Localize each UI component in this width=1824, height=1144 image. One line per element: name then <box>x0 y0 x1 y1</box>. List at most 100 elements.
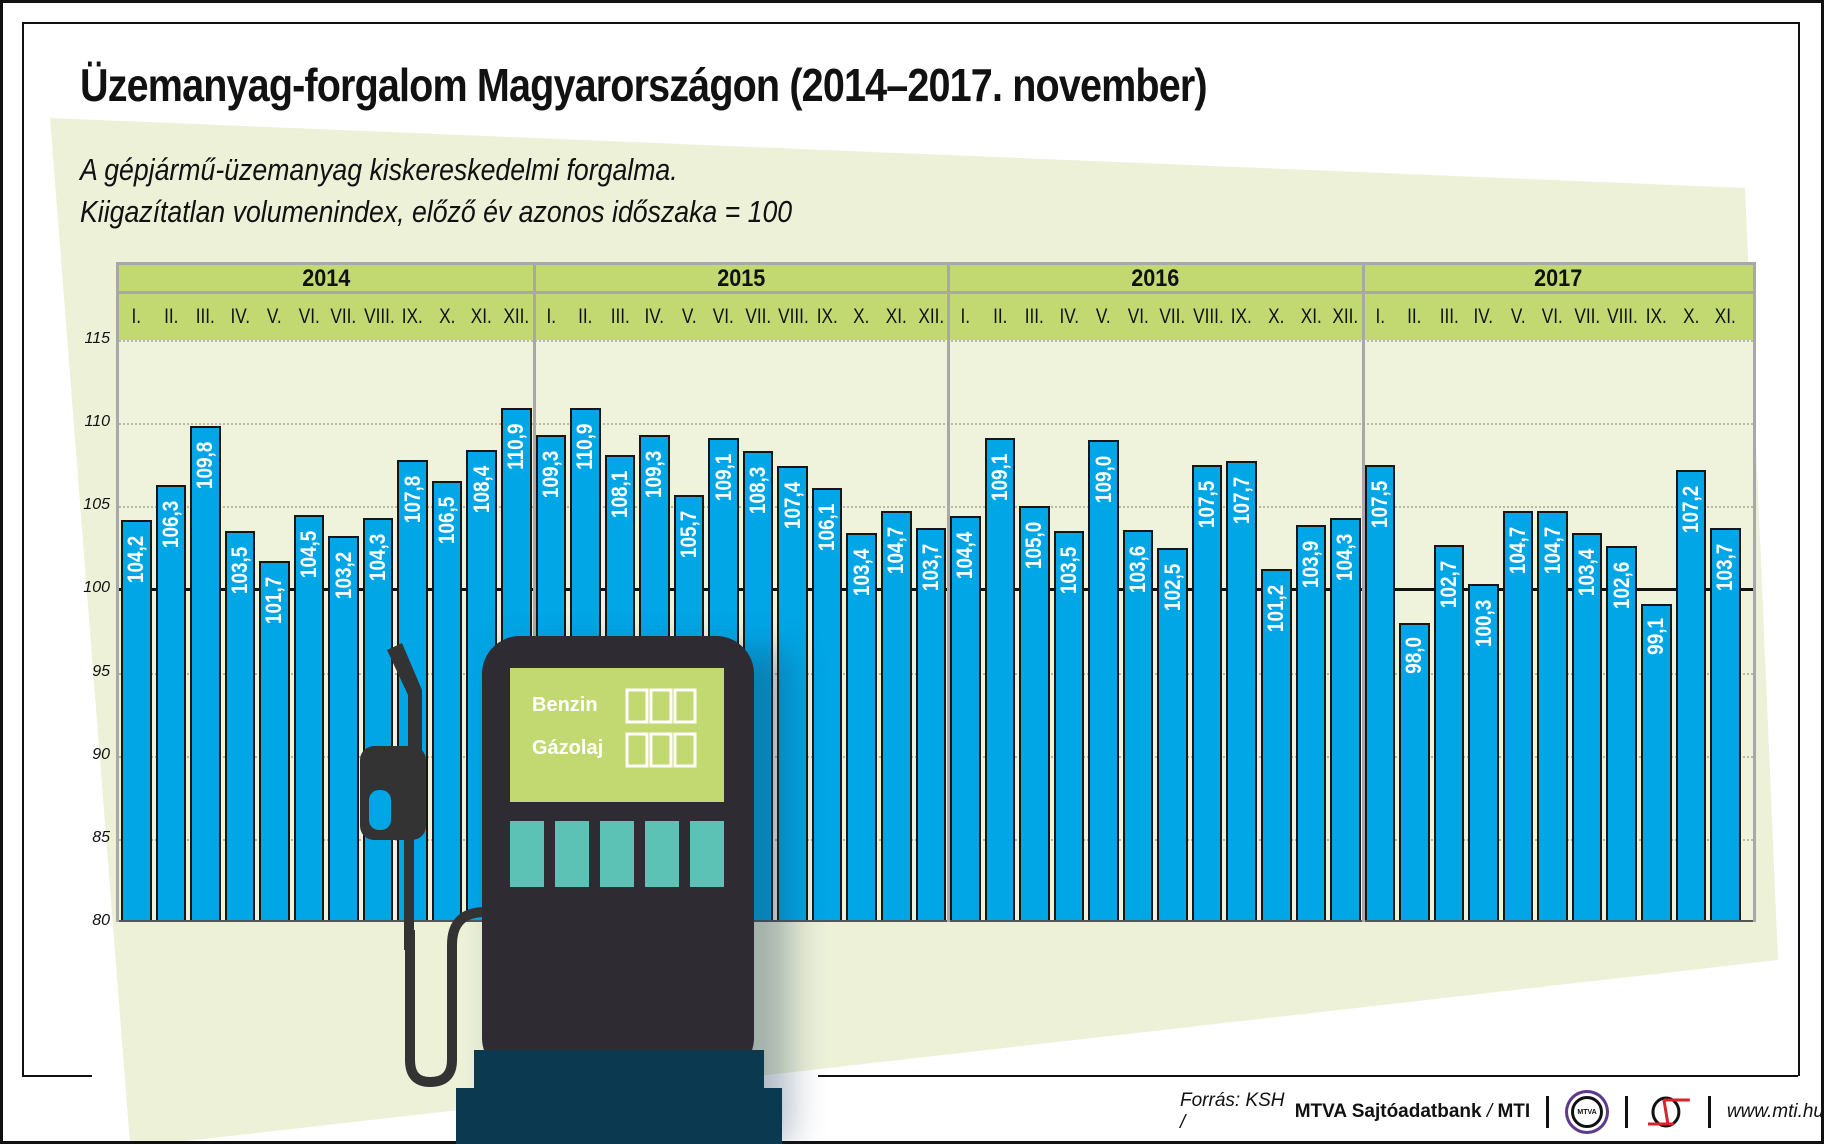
bar: 103,7 <box>1710 527 1741 922</box>
month-label: XII. <box>917 305 944 328</box>
bar: 103,7 <box>915 527 947 922</box>
month-label: I. <box>131 305 142 328</box>
bar: 101,7 <box>259 561 290 922</box>
month-label: XI. <box>1300 305 1322 328</box>
bar-value-label: 104,7 <box>1505 526 1531 575</box>
bar: 104,3 <box>1330 517 1361 922</box>
bar: 107,2 <box>1675 469 1707 922</box>
y-tick-label: 90 <box>92 745 110 763</box>
bar-value-label: 108,1 <box>606 470 632 518</box>
mtva-logo-text: MTVA <box>1571 1096 1604 1128</box>
year-label: 2017 <box>1533 265 1582 292</box>
month-label: XII. <box>503 305 530 328</box>
y-tick-label: 85 <box>92 828 110 846</box>
bar-value-label: 104,7 <box>883 526 909 575</box>
bar: 103,4 <box>846 532 877 922</box>
source-prefix: Forrás: KSH / <box>1180 1090 1285 1133</box>
bar-value-label: 103,5 <box>1055 546 1081 595</box>
month-label: X. <box>1682 305 1699 328</box>
bar-value-label: 103,4 <box>848 548 874 596</box>
month-label: IX. <box>402 305 424 328</box>
bar-value-label: 109,3 <box>537 450 563 498</box>
month-label: V. <box>1096 305 1111 328</box>
bar: 106,1 <box>811 487 843 922</box>
month-label: VI. <box>712 305 735 328</box>
month-label: X. <box>853 305 870 328</box>
source-mti: MTI <box>1497 1101 1531 1122</box>
month-label: XI. <box>885 305 907 328</box>
bar-value-label: 100,3 <box>1470 600 1496 648</box>
month-label: IV. <box>1059 305 1079 328</box>
footer-divider <box>1625 1096 1629 1128</box>
month-label: IV. <box>1473 305 1494 328</box>
bar: 109,8 <box>190 426 221 922</box>
bar-value-label: 103,9 <box>1297 540 1323 588</box>
bar-value-label: 107,2 <box>1677 485 1703 533</box>
month-label: V. <box>681 305 697 328</box>
month-label: IX. <box>1645 305 1667 328</box>
y-tick-label: 110 <box>84 413 110 431</box>
month-label: V. <box>267 305 282 328</box>
bar-value-label: 104,2 <box>123 535 149 583</box>
bar: 103,2 <box>328 536 359 922</box>
bar-value-label: 108,4 <box>468 465 494 513</box>
year-header-row: 2014 2015 2016 2017 <box>116 262 1756 294</box>
month-label: II. <box>578 305 593 328</box>
bar: 101,2 <box>1261 569 1292 922</box>
bar-value-label: 109,8 <box>192 442 218 490</box>
bar: 109,1 <box>708 438 739 922</box>
bar-value-label: 109,0 <box>1090 455 1116 503</box>
month-label: XI. <box>1714 305 1736 328</box>
bar: 107,4 <box>777 466 808 922</box>
bar-value-label: 104,7 <box>1539 526 1565 575</box>
month-label: VI. <box>1542 305 1564 328</box>
bar: 103,9 <box>1295 524 1327 922</box>
pump-label-diesel: Gázolaj <box>532 737 604 759</box>
bar: 104,7 <box>1502 511 1534 922</box>
bar: 107,8 <box>397 459 428 922</box>
bar-value-label: 104,5 <box>295 530 321 578</box>
bar: 105,7 <box>673 494 705 922</box>
month-label: II. <box>992 305 1008 328</box>
year-label: 2014 <box>302 265 351 292</box>
bar-value-label: 106,3 <box>157 500 183 548</box>
bar-value-label: 105,7 <box>675 510 701 558</box>
chart-subtitle-line2: Kiigazítatlan volumenindex, előző év azo… <box>80 194 793 229</box>
bar: 104,3 <box>362 517 394 922</box>
month-label: III. <box>1024 305 1045 328</box>
month-label: VII. <box>745 305 771 328</box>
mti-logo-icon <box>1648 1096 1690 1128</box>
month-label: VII. <box>330 305 357 328</box>
year-divider <box>947 262 951 922</box>
bar-value-label: 103,4 <box>1574 548 1600 596</box>
bar-value-label: 107,7 <box>1228 477 1254 525</box>
bar-value-label: 109,1 <box>986 453 1012 502</box>
bar: 99,1 <box>1641 604 1672 922</box>
bar-value-label: 110,9 <box>503 423 529 471</box>
bar-value-label: 104,3 <box>1332 533 1358 581</box>
bar-value-label: 101,7 <box>261 576 287 625</box>
bar: 104,7 <box>881 511 912 922</box>
bar-value-label: 103,2 <box>330 551 356 600</box>
bar: 108,3 <box>742 451 774 922</box>
year-label: 2015 <box>716 265 765 292</box>
bar-value-label: 104,3 <box>365 533 391 581</box>
bar: 102,7 <box>1433 544 1465 922</box>
month-header-row: I. II. III. IV. V. VI. VII. VIII. IX. X. XI. XII. I.… <box>116 294 1756 340</box>
month-label: X. <box>439 305 456 328</box>
bar-value-label: 103,7 <box>1712 543 1738 591</box>
month-label: X. <box>1268 305 1285 328</box>
bar-value-label: 108,3 <box>745 467 771 515</box>
month-label: IX. <box>1231 305 1253 328</box>
month-label: II. <box>1407 305 1422 328</box>
x-axis-line <box>119 920 1753 922</box>
month-label: XI. <box>471 305 493 328</box>
bar-value-label: 107,4 <box>779 482 805 530</box>
bar: 103,5 <box>224 531 256 922</box>
month-label: VI. <box>298 305 320 328</box>
bar: 107,5 <box>1191 464 1223 922</box>
bar-value-label: 110,9 <box>572 423 598 471</box>
pump-label-petrol: Benzin <box>532 694 598 716</box>
footer-divider <box>1546 1096 1550 1128</box>
